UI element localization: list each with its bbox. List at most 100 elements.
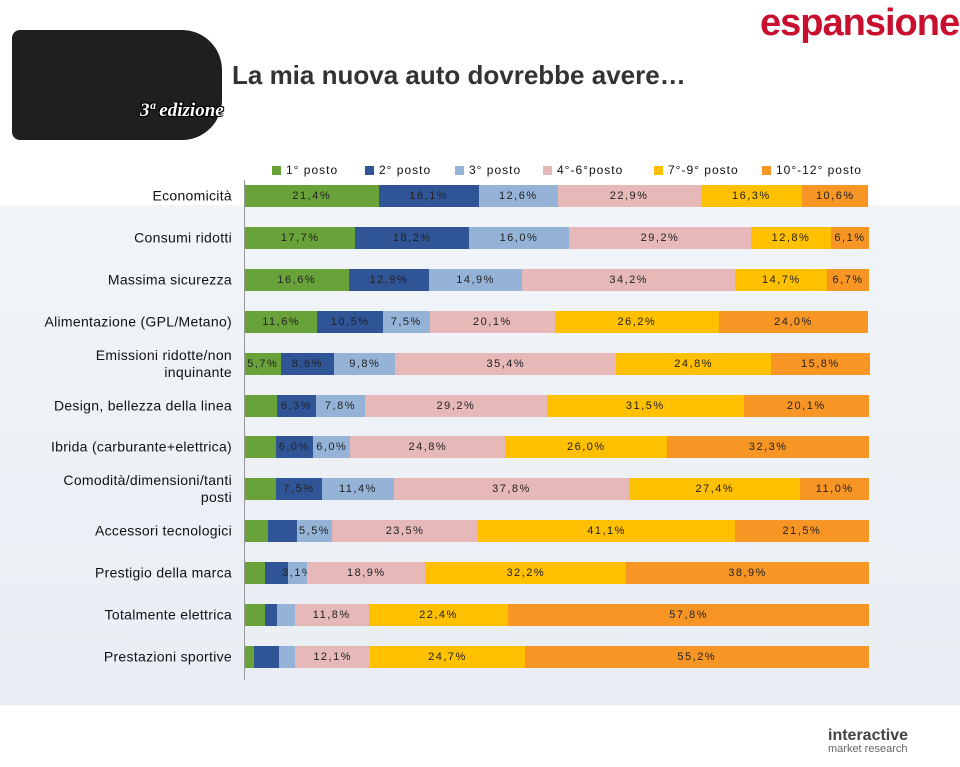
category-label: Design, bellezza della linea: [53, 397, 232, 413]
bar-segment: [700, 185, 803, 207]
value-label: 57,8%: [669, 609, 708, 621]
bar-segment: [735, 268, 828, 291]
value-label: 24,8%: [674, 357, 713, 370]
value-label: 6,0%: [278, 441, 310, 454]
value-label: 18,9%: [347, 567, 386, 580]
value-label: 12,1%: [313, 650, 353, 663]
value-label: 16,0%: [499, 231, 539, 244]
bar-segment: [297, 520, 332, 543]
category-label: Alimentazione (GPL/Metano): [44, 313, 232, 330]
category-label: Comodità/dimensioni/tanti posti: [63, 472, 232, 506]
value-label: 15,8%: [800, 357, 840, 370]
legend-swatch: [543, 165, 552, 175]
bar-segment: [364, 394, 547, 417]
bar-segment: [751, 226, 831, 249]
bar-segment: [629, 478, 801, 501]
value-label: 12,9%: [369, 273, 409, 286]
value-label: 7,5%: [283, 483, 315, 496]
bar-segment: [718, 310, 869, 333]
value-label: 17,7%: [280, 231, 320, 244]
bar-segment: [555, 310, 719, 333]
bar-segment: [393, 478, 630, 501]
legend-swatch: [455, 165, 464, 175]
value-label: 27,4%: [695, 483, 735, 496]
value-label: 32,3%: [748, 441, 788, 454]
legend-swatch: [365, 165, 374, 175]
value-label: 11,8%: [312, 609, 351, 621]
bar-segment: [245, 562, 265, 585]
value-label: 5,5%: [299, 525, 331, 538]
bar-segment: [268, 520, 298, 543]
bar-segment: [802, 185, 869, 207]
bar-segment: [307, 562, 426, 585]
value-label: 6,7%: [832, 273, 864, 286]
value-label: 16,3%: [732, 190, 771, 202]
legend-item: 3° posto: [455, 163, 521, 177]
value-label: 29,2%: [640, 231, 680, 244]
bar-segment: [771, 352, 870, 375]
bar-segment: [245, 645, 254, 668]
bar-segment: [275, 478, 323, 501]
bar-segment: [616, 352, 772, 375]
value-label: 29,2%: [436, 399, 476, 412]
value-label: 37,8%: [492, 483, 531, 496]
legend-label: 2° posto: [379, 163, 432, 177]
bar-segment: [264, 562, 289, 585]
value-label: 35,4%: [486, 357, 526, 370]
value-label: 20,1%: [473, 315, 512, 328]
legend-label: 10°-12° posto: [776, 163, 862, 177]
value-label: 10,6%: [815, 190, 855, 202]
value-label: 22,9%: [609, 190, 649, 202]
bar-segment: [667, 436, 869, 459]
value-label: 11,6%: [262, 315, 301, 328]
category-label: Massima sicurezza: [107, 271, 232, 288]
value-label: 23,5%: [385, 525, 425, 538]
category-label: Economicità: [152, 187, 232, 204]
value-label: 32,2%: [506, 567, 546, 580]
bar-segment: [276, 394, 317, 417]
value-label: 22,4%: [419, 609, 458, 621]
value-label: 41,1%: [587, 525, 626, 538]
value-label: 38,9%: [728, 567, 767, 580]
value-label: 16,6%: [277, 273, 317, 286]
bar-segment: [253, 645, 279, 668]
value-label: 11,0%: [815, 483, 854, 496]
bar-segment: [276, 604, 295, 626]
category-label: Prestazioni sportive: [103, 648, 232, 665]
bar-segment: [245, 185, 379, 207]
legend-label: 3° posto: [469, 163, 522, 177]
bar-segment: [350, 436, 506, 459]
bar-segment: [245, 310, 318, 333]
value-label: 24,0%: [774, 315, 813, 328]
bar-segment: [294, 604, 369, 626]
value-label: 26,0%: [566, 441, 606, 454]
value-label: 6,1%: [834, 231, 866, 244]
bar-segment: [522, 268, 736, 291]
legend-swatch: [762, 165, 771, 175]
bar-segment: [355, 226, 469, 249]
bar-segment: [478, 520, 735, 543]
bar-segment: [469, 226, 569, 249]
value-label: 14,7%: [761, 273, 801, 286]
bar-segment: [245, 478, 276, 501]
value-label: 20,1%: [786, 399, 826, 412]
bar-segment: [264, 604, 277, 626]
axis-line: [244, 180, 245, 680]
category-label: Totalmente elettrica: [104, 606, 232, 623]
legend-label: 4°-6°posto: [557, 163, 624, 177]
bar-segment: [508, 604, 869, 626]
bar-segment: [334, 352, 396, 375]
legend-item: 1° posto: [272, 163, 338, 177]
value-label: 10,5%: [330, 315, 370, 328]
bar-segment: [322, 478, 394, 501]
bar-segment: [827, 268, 869, 291]
value-label: 12,6%: [498, 190, 538, 202]
category-label: Emissioni ridotte/non inquinante: [95, 346, 232, 380]
chart-title: La mia nuova auto dovrebbe avere…: [232, 60, 686, 90]
bar-segment: [830, 226, 869, 249]
bar-segment: [245, 604, 265, 626]
bar-segment: [382, 310, 430, 333]
bar-segment: [557, 185, 701, 207]
legend-item: 7°-9° posto: [654, 163, 739, 177]
value-label: 11,4%: [339, 483, 377, 496]
